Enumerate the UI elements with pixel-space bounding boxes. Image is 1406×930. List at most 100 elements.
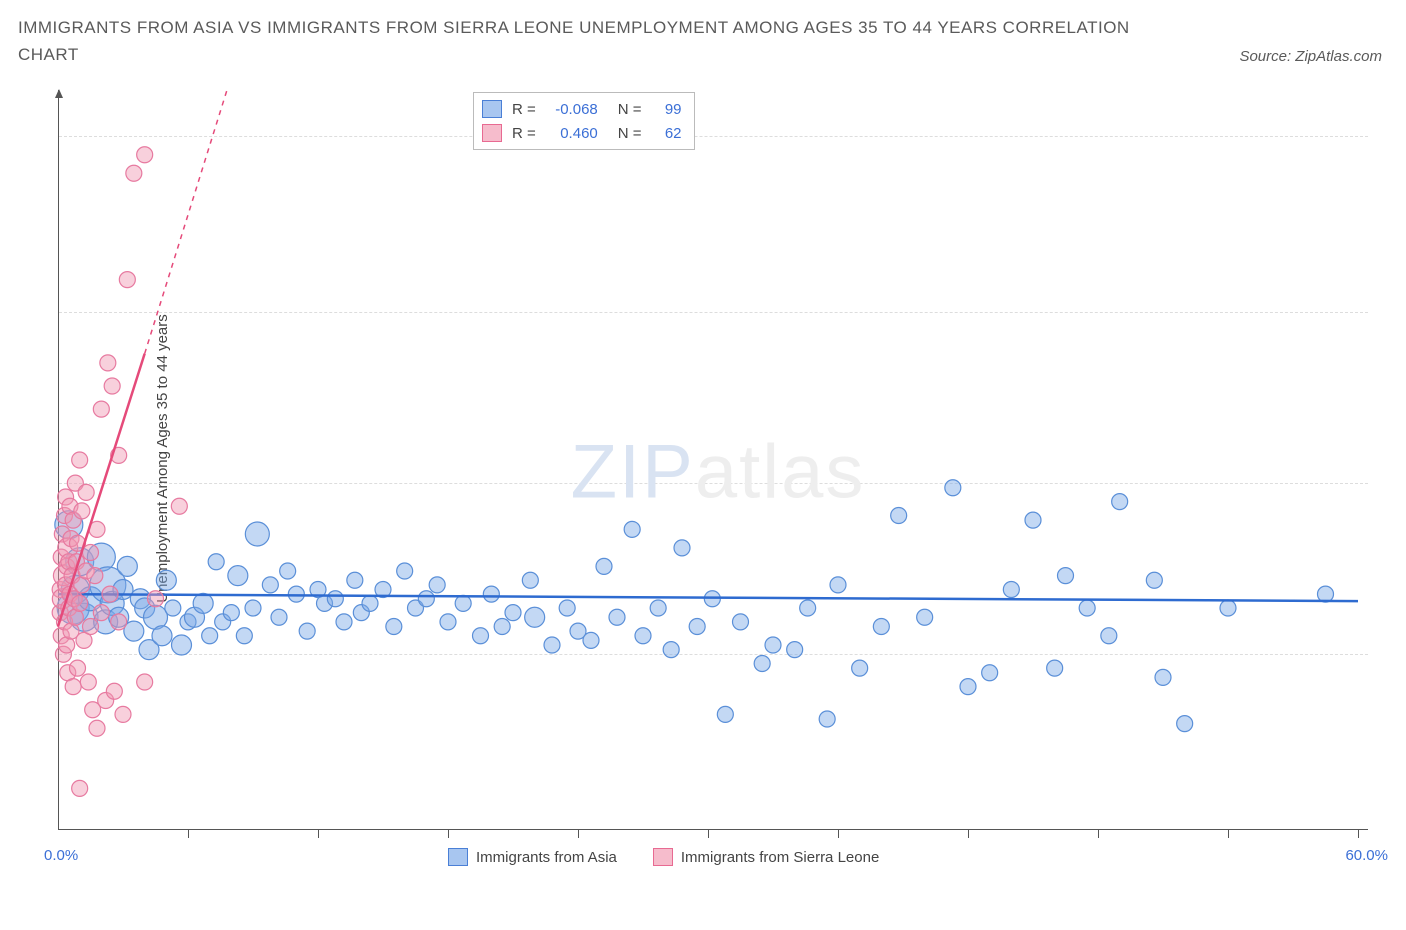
data-point-asia	[236, 628, 252, 644]
data-point-sierra_leone	[104, 378, 120, 394]
data-point-asia	[522, 572, 538, 588]
data-point-asia	[525, 607, 545, 627]
y-tick-label: 7.5%	[1388, 473, 1406, 490]
data-point-asia	[418, 591, 434, 607]
data-point-sierra_leone	[93, 605, 109, 621]
data-point-asia	[917, 609, 933, 625]
data-point-sierra_leone	[119, 272, 135, 288]
data-point-sierra_leone	[78, 484, 94, 500]
data-point-asia	[765, 637, 781, 653]
data-point-asia	[1003, 582, 1019, 598]
data-point-asia	[223, 605, 239, 621]
data-point-sierra_leone	[102, 586, 118, 602]
chart-title: IMMIGRANTS FROM ASIA VS IMMIGRANTS FROM …	[18, 14, 1168, 68]
data-point-asia	[473, 628, 489, 644]
data-point-asia	[455, 595, 471, 611]
data-point-asia	[262, 577, 278, 593]
data-point-sierra_leone	[65, 679, 81, 695]
data-point-sierra_leone	[137, 674, 153, 690]
trend-line-ext-sierra_leone	[145, 90, 227, 354]
plot-svg	[58, 90, 1378, 870]
data-point-sierra_leone	[171, 498, 187, 514]
data-point-asia	[429, 577, 445, 593]
legend-r-val: -0.068	[546, 101, 598, 118]
data-point-sierra_leone	[80, 674, 96, 690]
data-point-sierra_leone	[89, 720, 105, 736]
data-point-sierra_leone	[100, 355, 116, 371]
data-point-sierra_leone	[126, 165, 142, 181]
data-point-asia	[800, 600, 816, 616]
data-point-asia	[1146, 572, 1162, 588]
data-point-asia	[733, 614, 749, 630]
data-point-asia	[505, 605, 521, 621]
data-point-sierra_leone	[70, 660, 86, 676]
legend-r-label: R =	[512, 101, 536, 118]
legend-bottom: Immigrants from Asia Immigrants from Sier…	[448, 848, 879, 866]
legend-top: R = -0.068 N = 99 R = 0.460 N = 62	[473, 92, 695, 150]
data-point-asia	[1101, 628, 1117, 644]
data-point-asia	[830, 577, 846, 593]
data-point-asia	[208, 554, 224, 570]
data-point-asia	[1058, 568, 1074, 584]
y-tick-label: 3.8%	[1388, 644, 1406, 661]
legend-r-label: R =	[512, 125, 536, 142]
data-point-asia	[635, 628, 651, 644]
data-point-asia	[152, 626, 172, 646]
data-point-asia	[717, 706, 733, 722]
legend-top-row: R = -0.068 N = 99	[482, 97, 682, 121]
data-point-asia	[483, 586, 499, 602]
data-point-asia	[609, 609, 625, 625]
data-point-sierra_leone	[111, 614, 127, 630]
data-point-asia	[1047, 660, 1063, 676]
data-point-asia	[891, 508, 907, 524]
data-point-asia	[494, 619, 510, 635]
legend-swatch	[448, 848, 468, 866]
legend-top-row: R = 0.460 N = 62	[482, 121, 682, 145]
data-point-sierra_leone	[74, 503, 90, 519]
data-point-asia	[674, 540, 690, 556]
data-point-sierra_leone	[93, 401, 109, 417]
y-tick-label: 15.0%	[1388, 126, 1406, 143]
data-point-asia	[819, 711, 835, 727]
legend-r-val: 0.460	[546, 125, 598, 142]
legend-swatch	[482, 100, 502, 118]
data-point-asia	[362, 595, 378, 611]
data-point-asia	[1177, 716, 1193, 732]
data-point-asia	[787, 642, 803, 658]
legend-bottom-item: Immigrants from Asia	[448, 848, 617, 866]
legend-n-label: N =	[618, 125, 642, 142]
data-point-sierra_leone	[148, 591, 164, 607]
legend-n-label: N =	[618, 101, 642, 118]
data-point-asia	[245, 522, 269, 546]
data-point-asia	[299, 623, 315, 639]
legend-n-val: 62	[652, 125, 682, 142]
data-point-asia	[193, 593, 213, 613]
data-point-asia	[1112, 494, 1128, 510]
data-point-sierra_leone	[72, 780, 88, 796]
y-tick-label: 11.2%	[1388, 302, 1406, 319]
data-point-sierra_leone	[83, 545, 99, 561]
data-point-asia	[397, 563, 413, 579]
legend-bottom-item: Immigrants from Sierra Leone	[653, 848, 879, 866]
data-point-asia	[1155, 669, 1171, 685]
data-point-asia	[386, 619, 402, 635]
data-point-asia	[228, 566, 248, 586]
data-point-asia	[202, 628, 218, 644]
legend-n-val: 99	[652, 101, 682, 118]
data-point-asia	[156, 570, 176, 590]
data-point-sierra_leone	[83, 619, 99, 635]
data-point-asia	[1079, 600, 1095, 616]
data-point-asia	[117, 556, 137, 576]
data-point-asia	[982, 665, 998, 681]
data-point-asia	[172, 635, 192, 655]
data-point-asia	[663, 642, 679, 658]
data-point-asia	[347, 572, 363, 588]
data-point-asia	[336, 614, 352, 630]
data-point-asia	[945, 480, 961, 496]
data-point-sierra_leone	[106, 683, 122, 699]
data-point-asia	[852, 660, 868, 676]
data-point-asia	[559, 600, 575, 616]
data-point-sierra_leone	[115, 706, 131, 722]
data-point-asia	[583, 632, 599, 648]
legend-swatch	[653, 848, 673, 866]
